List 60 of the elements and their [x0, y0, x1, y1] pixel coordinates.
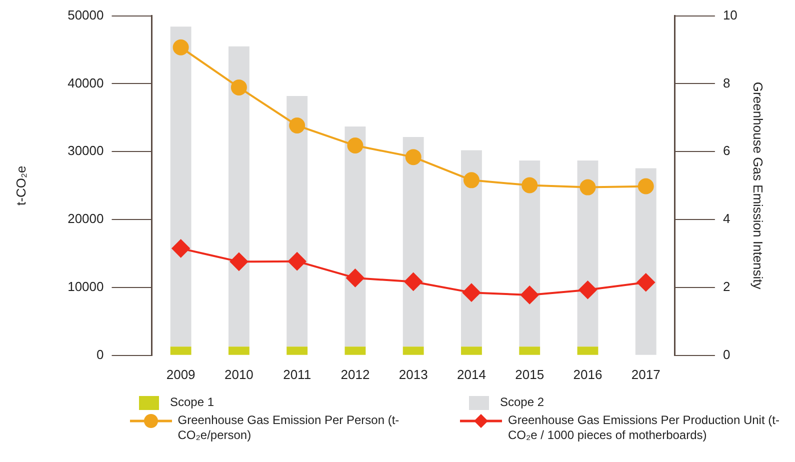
point	[172, 239, 190, 258]
bar	[286, 96, 308, 347]
point	[522, 177, 538, 194]
bar	[402, 137, 424, 347]
bar	[170, 26, 192, 347]
point	[230, 79, 247, 96]
bar	[402, 346, 424, 355]
bar	[519, 346, 540, 355]
y-tick-label: 50000	[68, 7, 104, 22]
point	[289, 117, 306, 134]
point	[520, 286, 539, 304]
point	[405, 149, 422, 166]
point	[463, 172, 480, 188]
bar	[286, 346, 308, 355]
bar	[344, 346, 366, 355]
bar	[228, 346, 250, 355]
point	[230, 252, 248, 271]
point	[288, 252, 306, 270]
x-tick-label: 2010	[224, 366, 254, 382]
y2-axis-title: Greenhouse Gas Emission Intensity	[750, 82, 766, 290]
x-tick-label: 2016	[573, 366, 602, 382]
point	[578, 280, 597, 299]
legend-label: Scope 1	[170, 395, 214, 410]
x-tick-label: 2014	[457, 366, 486, 382]
y2-tick-label: 0	[722, 346, 730, 362]
point	[347, 138, 364, 154]
y-tick-label: 10000	[68, 279, 104, 294]
bar	[228, 46, 250, 347]
legend-label: Greenhouse Gas Emissions Per Production Unit (t-CO₂e / 1000 pieces of motherboards)	[508, 413, 780, 443]
point	[462, 284, 480, 302]
y2-tick-label: 8	[722, 75, 730, 90]
bar	[577, 346, 598, 355]
y2-tick-label: 4	[722, 211, 730, 226]
y2-tick-label: 10	[722, 7, 738, 22]
point	[580, 179, 596, 196]
y-tick-label: 0	[96, 346, 104, 362]
x-tick-label: 2009	[166, 366, 196, 382]
point	[638, 178, 654, 194]
y2-tick-label: 2	[722, 279, 730, 294]
y2-tick-label: 6	[722, 143, 730, 158]
bar	[635, 168, 656, 355]
x-tick-label: 2013	[398, 366, 428, 382]
point	[404, 272, 422, 291]
y-tick-label: 40000	[68, 75, 104, 90]
x-tick-label: 2011	[283, 366, 312, 382]
bar	[170, 346, 192, 355]
bar	[344, 126, 366, 347]
y-tick-label: 20000	[68, 211, 104, 226]
point	[172, 39, 189, 56]
x-tick-label: 2015	[515, 366, 544, 382]
y-tick-label: 30000	[68, 143, 104, 158]
bar	[461, 150, 482, 347]
y-axis-title: t-CO₂e	[13, 166, 28, 206]
bar	[461, 346, 482, 355]
legend-label: Greenhouse Gas Emission Per Person (t-CO₂e/person)	[178, 413, 400, 443]
point	[346, 268, 364, 287]
point	[636, 273, 655, 292]
legend-label: Scope 2	[500, 395, 544, 410]
x-tick-label: 2012	[340, 366, 370, 382]
x-tick-label: 2017	[631, 366, 660, 382]
